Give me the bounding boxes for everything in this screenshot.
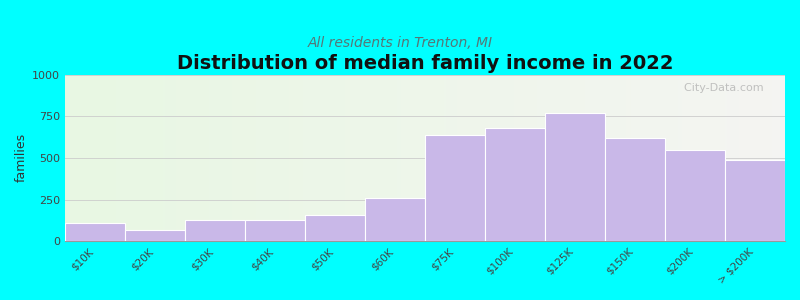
- Bar: [425, 135, 485, 241]
- Bar: [485, 128, 545, 241]
- Bar: [305, 215, 365, 241]
- Bar: [125, 230, 185, 241]
- Bar: [185, 220, 245, 241]
- Bar: [605, 138, 665, 241]
- Bar: [365, 198, 425, 241]
- Text: All residents in Trenton, MI: All residents in Trenton, MI: [307, 36, 493, 50]
- Text: City-Data.com: City-Data.com: [677, 83, 763, 93]
- Bar: [65, 223, 125, 241]
- Bar: [245, 220, 305, 241]
- Y-axis label: families: families: [15, 133, 28, 182]
- Bar: [665, 150, 725, 241]
- Bar: [545, 113, 605, 241]
- Title: Distribution of median family income in 2022: Distribution of median family income in …: [177, 54, 674, 73]
- Bar: [725, 160, 785, 241]
